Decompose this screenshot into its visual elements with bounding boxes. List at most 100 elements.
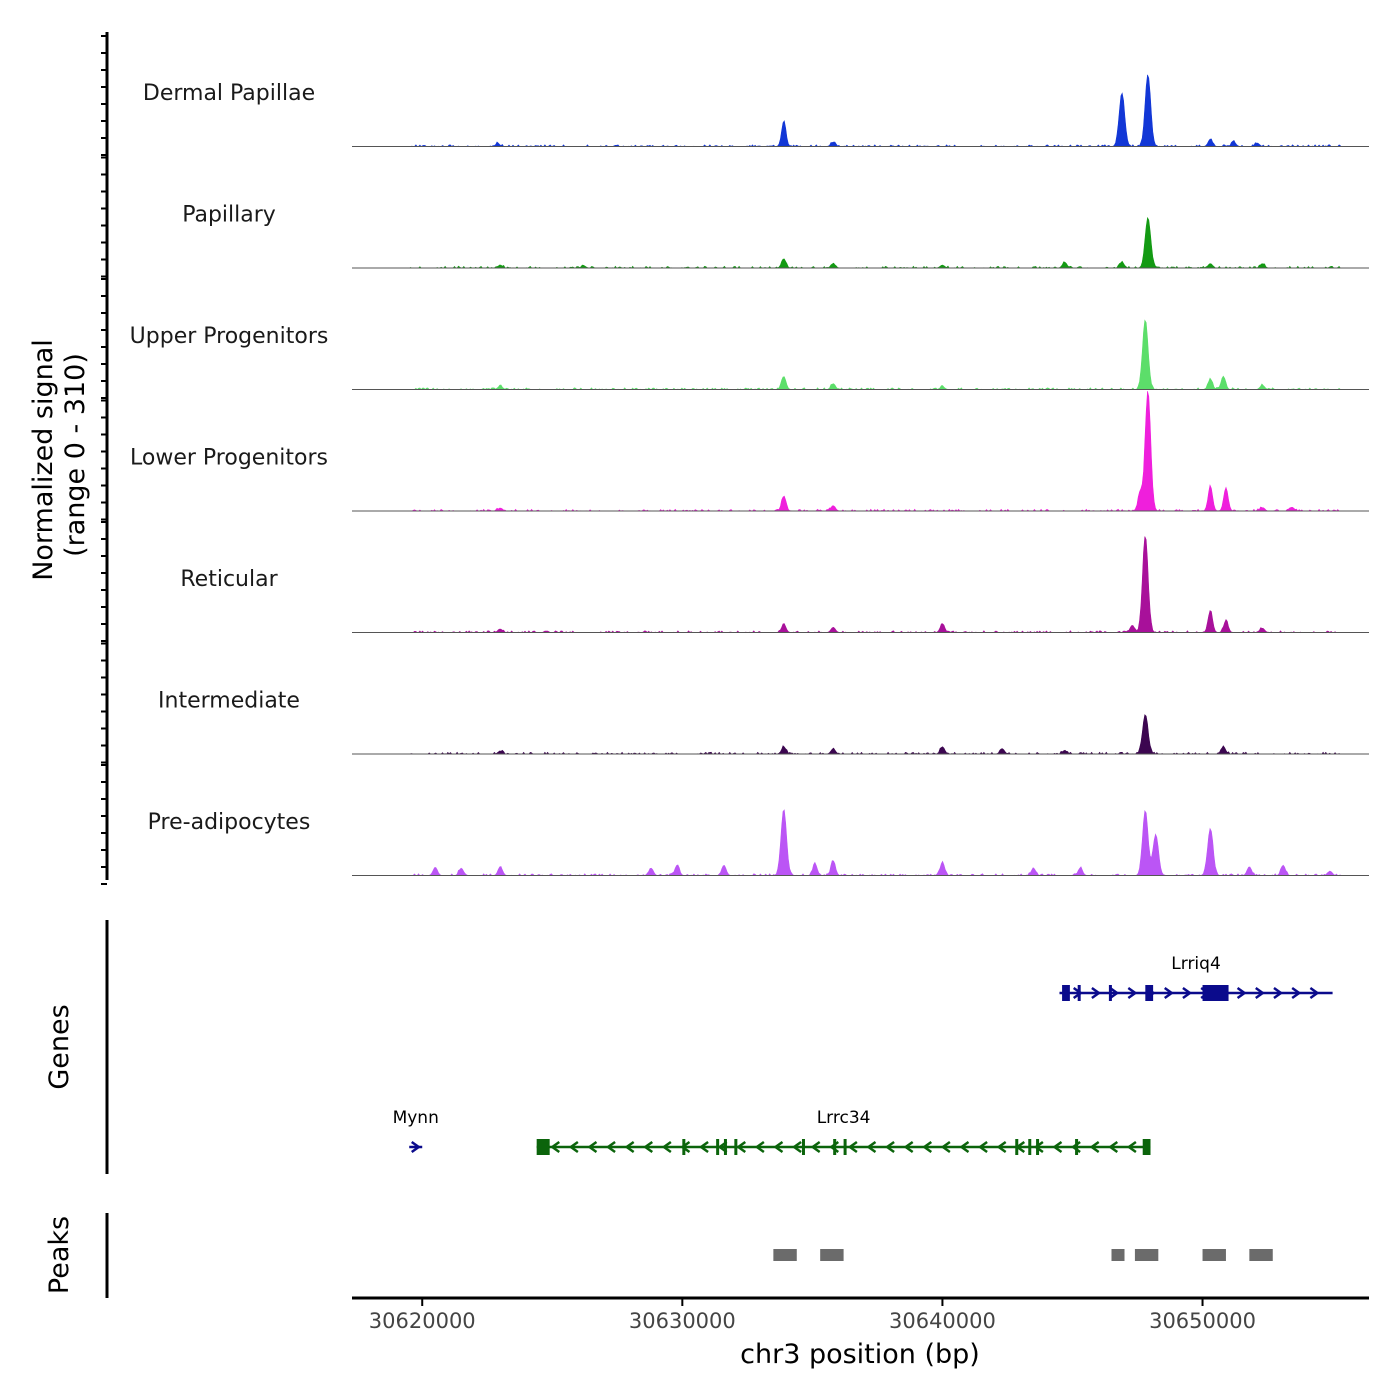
peak-region (1202, 1249, 1226, 1261)
strand-chevron (643, 1140, 654, 1154)
signal-area (409, 216, 1342, 269)
exon (833, 1139, 837, 1155)
coverage-tracks: Dermal Papillae Papillary Upper Progenitor… (130, 74, 1369, 876)
peak-region (1111, 1249, 1125, 1261)
x-tick-label: 30650000 (1149, 1309, 1256, 1333)
track-label: Lower Progenitors (130, 446, 328, 471)
x-axis-ticks: 30620000 30630000 30640000 30650000 (369, 1298, 1256, 1333)
strand-chevron (903, 1140, 914, 1154)
gene-name-label: Lrriq4 (1171, 954, 1220, 974)
peak-region (1134, 1249, 1159, 1261)
strand-chevron (1182, 986, 1193, 1000)
strand-chevron (661, 1140, 672, 1154)
strand-chevron (977, 1140, 988, 1154)
exon (801, 1139, 805, 1155)
x-axis-title: chr3 position (bp) (740, 1339, 980, 1370)
signal-area (409, 714, 1341, 755)
coverage-ylabel-line2: (range 0 - 310) (60, 353, 91, 557)
strand-chevron (1236, 986, 1247, 1000)
strand-chevron (410, 1140, 421, 1154)
peaks-label: Peaks (44, 1216, 75, 1294)
exon (1077, 985, 1081, 1001)
track-label: Upper Progenitors (130, 324, 329, 349)
exon (734, 1139, 738, 1155)
strand-chevron (568, 1140, 579, 1154)
exon (1028, 1139, 1032, 1155)
peak-region (773, 1249, 797, 1261)
signal-area (409, 319, 1341, 390)
exon (1075, 1139, 1079, 1155)
exon (843, 1139, 847, 1155)
track-upper-progenitors: Upper Progenitors (130, 319, 1369, 390)
strand-chevron (605, 1140, 616, 1154)
track-label: Dermal Papillae (143, 81, 315, 106)
strand-chevron (791, 1140, 802, 1154)
strand-chevron (754, 1140, 765, 1154)
signal-area (409, 74, 1341, 147)
strand-chevron (959, 1140, 970, 1154)
exon (536, 1139, 550, 1155)
strand-chevron (1127, 986, 1138, 1000)
strand-chevron (1255, 986, 1265, 1000)
peak-region (1249, 1249, 1273, 1261)
track-lower-progenitors: Lower Progenitors (130, 391, 1369, 512)
strand-chevron (1033, 1140, 1044, 1154)
exon (1145, 985, 1154, 1001)
gene-lrrc34: Lrrc34 (536, 1108, 1151, 1155)
exon (682, 1139, 686, 1155)
signal-area (409, 809, 1341, 876)
exon (1015, 1139, 1019, 1155)
track-intermediate: Intermediate (158, 689, 1369, 755)
strand-chevron (550, 1140, 561, 1154)
exon (1202, 985, 1229, 1001)
x-tick-label: 30620000 (369, 1309, 476, 1333)
strand-chevron (940, 1140, 951, 1154)
gene-mynn: Mynn (393, 1108, 439, 1154)
strand-chevron (810, 1140, 821, 1154)
strand-chevron (1072, 986, 1083, 1000)
gene-name-label: Mynn (393, 1108, 439, 1128)
peak-region (820, 1249, 844, 1261)
exon (1062, 985, 1070, 1001)
strand-chevron (1273, 986, 1284, 1000)
signal-area (408, 391, 1341, 512)
strand-chevron (1052, 1140, 1063, 1154)
signal-area (409, 536, 1341, 633)
exon (723, 1139, 727, 1155)
coverage-y-axis (101, 32, 109, 885)
genes-label: Genes (44, 1004, 75, 1089)
strand-chevron (922, 1140, 933, 1154)
strand-chevron (1108, 1140, 1119, 1154)
strand-chevron (587, 1140, 598, 1154)
gene-name-label: Lrrc34 (817, 1108, 871, 1128)
strand-chevron (1089, 1140, 1100, 1154)
strand-chevron (773, 1140, 784, 1154)
exon (1108, 985, 1112, 1001)
strand-chevron (736, 1140, 747, 1154)
exon (1142, 1139, 1151, 1155)
strand-chevron (1163, 986, 1174, 1000)
track-reticular: Reticular (180, 536, 1369, 633)
strand-chevron (866, 1140, 877, 1154)
x-tick-label: 30630000 (629, 1309, 736, 1333)
exon (1036, 1139, 1040, 1155)
x-tick-label: 30640000 (889, 1309, 996, 1333)
peak-regions (773, 1249, 1273, 1261)
coverage-ylabel-line1: Normalized signal (28, 339, 59, 581)
track-pre-adipocytes: Pre-adipocytes (148, 809, 1369, 876)
track-label: Papillary (182, 203, 276, 228)
strand-chevron (996, 1140, 1007, 1154)
strand-chevron (1126, 1140, 1137, 1154)
strand-chevron (1091, 986, 1102, 1000)
strand-chevron (1291, 986, 1302, 1000)
strand-chevron (1309, 986, 1320, 1000)
strand-chevron (1109, 986, 1120, 1000)
exon (716, 1139, 720, 1155)
track-papillary: Papillary (182, 203, 1369, 269)
strand-chevron (884, 1140, 895, 1154)
track-label: Pre-adipocytes (148, 810, 311, 835)
strand-chevron (847, 1140, 858, 1154)
track-dermal-papillae: Dermal Papillae (143, 74, 1369, 147)
strand-chevron (698, 1140, 709, 1154)
